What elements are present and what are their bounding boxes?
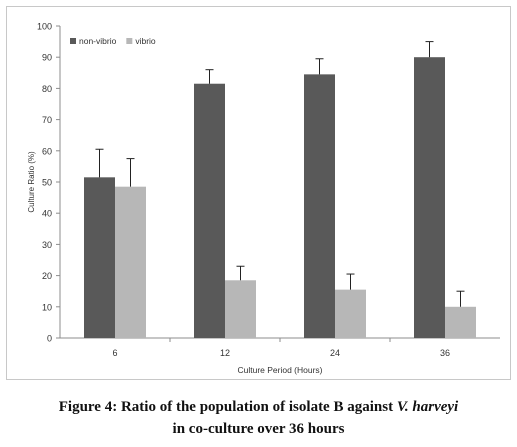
legend-swatch-non-vibrio	[70, 38, 76, 44]
bar-chart: 0 10 20 30 40 50 60 70 80 90 100 Culture Ratio (%) C…	[27, 22, 500, 375]
y-tick-label: 100	[37, 22, 52, 32]
caption-text: Figure 4: Ratio of the population of iso…	[58, 399, 397, 415]
y-tick-label: 40	[42, 209, 52, 219]
x-tick-label: 36	[440, 348, 450, 358]
y-tick-label: 20	[42, 271, 52, 281]
x-tick-label: 24	[330, 348, 340, 358]
legend-label-non-vibrio: non-vibrio	[79, 36, 117, 46]
legend-swatch-vibrio	[126, 38, 133, 44]
y-tick-label: 50	[42, 178, 52, 188]
bar-non-vibrio-36	[414, 57, 445, 338]
legend-label-vibrio: vibrio	[135, 36, 156, 46]
figure-caption: Figure 4: Ratio of the population of iso…	[0, 396, 517, 440]
caption-line-1: Figure 4: Ratio of the population of iso…	[0, 396, 517, 418]
bar-vibrio-36	[445, 306, 476, 338]
bar-vibrio-24	[335, 289, 366, 338]
caption-species: V. harveyi	[396, 399, 459, 415]
x-tick-label: 6	[112, 348, 117, 358]
y-tick-label: 60	[42, 146, 52, 156]
x-tick-label: 12	[220, 348, 230, 358]
y-tick-label: 10	[42, 302, 52, 312]
bar-vibrio-6	[115, 186, 146, 338]
y-axis-label: Culture Ratio (%)	[27, 151, 36, 213]
y-tick-label: 30	[42, 240, 52, 250]
x-axis-label: Culture Period (Hours)	[237, 365, 322, 375]
y-tick-label: 90	[42, 53, 52, 63]
y-tick-label: 70	[42, 115, 52, 125]
bar-non-vibrio-12	[194, 83, 225, 338]
y-tick-label: 0	[47, 334, 52, 344]
y-tick-label: 80	[42, 84, 52, 94]
bar-non-vibrio-6	[84, 177, 115, 338]
caption-line-2: in co-culture over 36 hours	[172, 421, 345, 437]
bar-vibrio-12	[225, 280, 256, 338]
bar-non-vibrio-24	[304, 74, 335, 339]
